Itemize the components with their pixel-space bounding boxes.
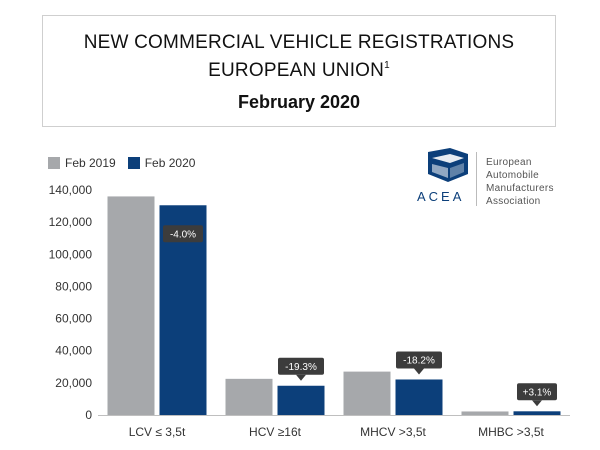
logo-brand-text: ACEA — [417, 189, 465, 204]
y-tick-label: 120,000 — [49, 215, 93, 229]
annotation-pointer — [532, 400, 542, 407]
x-category-label: MHBC >3,5t — [478, 425, 544, 439]
logo-org-name: European Automobile Manufacturers Associ… — [486, 156, 554, 208]
title-line2-text: EUROPEAN UNION — [208, 60, 385, 81]
chart-period: February 2020 — [237, 92, 361, 112]
bar-feb2020 — [395, 379, 443, 415]
bar-feb2020 — [513, 411, 561, 415]
annotation-box — [396, 351, 442, 369]
legend-label-feb2019: Feb 2019 — [65, 156, 116, 170]
bar-feb2019 — [461, 411, 509, 415]
x-category-label: MHCV >3,5t — [360, 425, 426, 439]
y-tick-label: 0 — [85, 408, 92, 422]
title-box: NEW COMMERCIAL VEHICLE REGISTRATIONS EUR… — [42, 15, 556, 127]
legend-label-feb2020: Feb 2020 — [144, 156, 196, 170]
annotation-label: -4.0% — [170, 229, 196, 240]
annotation-pointer — [414, 368, 424, 375]
bar-feb2019 — [107, 196, 155, 415]
annotation-label: -18.2% — [403, 355, 435, 366]
y-tick-label: 40,000 — [55, 344, 92, 358]
annotation-box — [517, 383, 557, 401]
legend: Feb 2019 Feb 2020 — [48, 156, 207, 170]
y-tick-label: 20,000 — [55, 376, 92, 390]
logo-divider — [476, 152, 477, 206]
bar-feb2019 — [225, 378, 273, 415]
title-footnote-marker: 1 — [384, 60, 390, 71]
chart-title-line1: NEW COMMERCIAL VEHICLE REGISTRATIONS — [83, 32, 515, 53]
x-category-label: LCV ≤ 3,5t — [129, 425, 186, 439]
legend-item-feb2020: Feb 2020 — [127, 156, 196, 170]
logo-line-4: Association — [486, 196, 541, 207]
x-category-label: HCV ≥16t — [249, 425, 302, 439]
annotation-box — [278, 357, 324, 375]
legend-swatch-feb2020 — [127, 157, 140, 169]
bar-feb2019 — [343, 371, 391, 415]
chart-title-line2: EUROPEAN UNION1 — [43, 60, 555, 82]
acea-logo: ACEA European Automobile Manufacturers A… — [414, 148, 584, 210]
y-tick-label: 100,000 — [49, 247, 93, 261]
legend-swatch-feb2019 — [48, 157, 60, 169]
bar-feb2020 — [277, 385, 325, 415]
annotation-pointer — [296, 374, 306, 381]
annotation-label: -19.3% — [285, 362, 317, 373]
y-tick-label: 140,000 — [49, 183, 93, 197]
logo-line-3: Manufacturers — [486, 183, 554, 194]
acea-cube-icon — [428, 148, 468, 182]
y-tick-label: 80,000 — [55, 279, 92, 293]
logo-line-1: European — [486, 157, 532, 168]
annotation-box — [163, 225, 203, 243]
logo-line-2: Automobile — [486, 170, 540, 181]
y-tick-label: 60,000 — [55, 312, 92, 326]
annotation-label: +3.1% — [523, 387, 552, 398]
legend-item-feb2019: Feb 2019 — [48, 156, 116, 170]
